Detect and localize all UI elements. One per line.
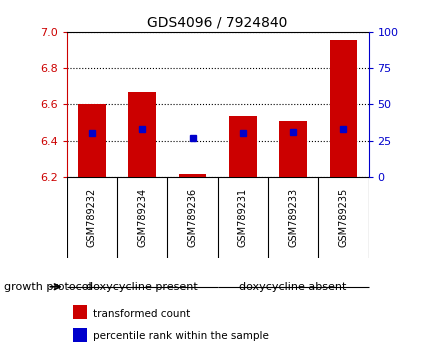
Text: transformed count: transformed count (93, 309, 190, 319)
Text: percentile rank within the sample: percentile rank within the sample (93, 331, 269, 341)
Title: GDS4096 / 7924840: GDS4096 / 7924840 (147, 15, 287, 29)
Text: growth protocol: growth protocol (4, 282, 92, 292)
Text: GSM789231: GSM789231 (237, 188, 247, 247)
Text: GSM789232: GSM789232 (87, 188, 97, 247)
Text: GSM789233: GSM789233 (287, 188, 298, 247)
Bar (228, 116, 256, 177)
Bar (178, 174, 206, 177)
Bar (73, 328, 87, 342)
Bar (73, 305, 87, 319)
Text: GSM789234: GSM789234 (137, 188, 147, 247)
Bar (329, 40, 356, 177)
Bar (78, 103, 105, 177)
Text: doxycycline absent: doxycycline absent (239, 282, 346, 292)
Text: doxycycline present: doxycycline present (86, 282, 198, 292)
Text: GSM789236: GSM789236 (187, 188, 197, 247)
Bar (279, 121, 306, 177)
Text: GSM789235: GSM789235 (338, 188, 347, 247)
Bar (128, 92, 156, 177)
